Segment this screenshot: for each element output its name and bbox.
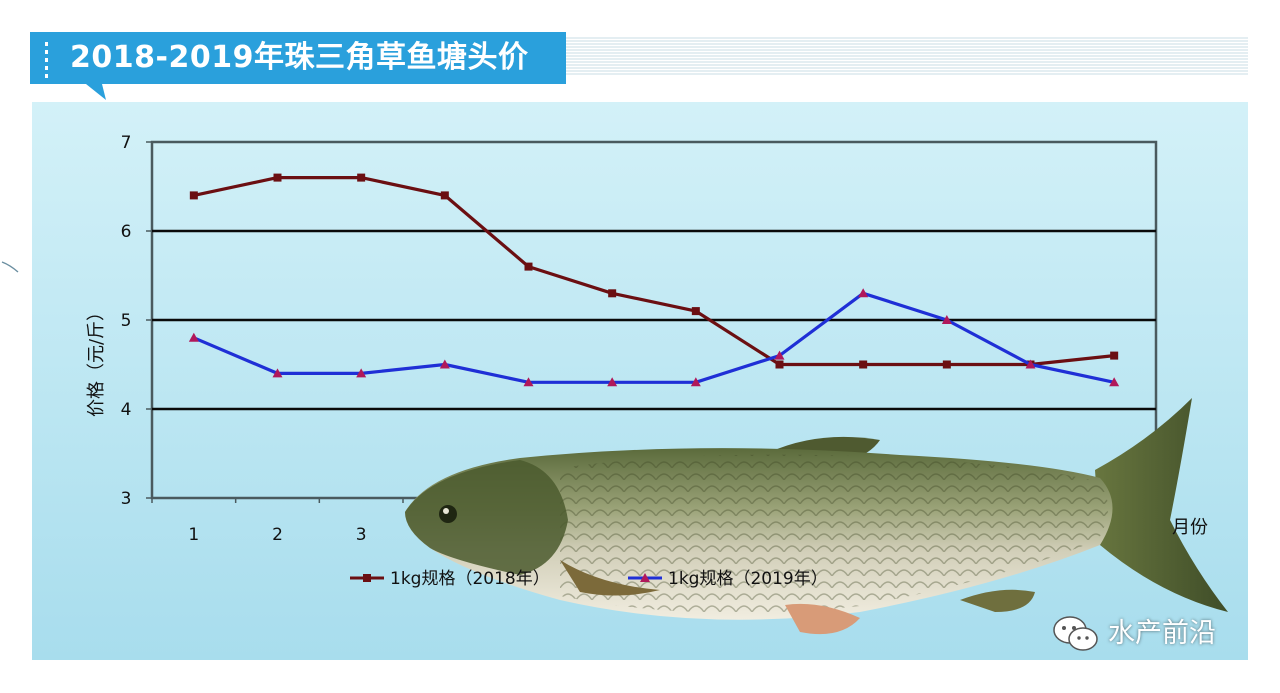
series-layer — [188, 173, 1120, 387]
x-tick-label: 3 — [356, 525, 367, 545]
legend-marker — [363, 574, 371, 582]
watermark-text: 水产前沿 — [1108, 618, 1216, 649]
watermark: 水产前沿 — [1052, 612, 1216, 656]
data-point — [690, 377, 701, 387]
fish-tail — [1095, 398, 1228, 612]
chart-title: 2018-2019年珠三角草鱼塘头价 — [70, 40, 529, 75]
data-point — [439, 359, 450, 369]
legend-label: 1kg规格（2019年） — [668, 569, 828, 589]
fish-scales — [560, 454, 1108, 614]
y-tick-label: 5 — [121, 311, 132, 331]
fish-anal-fin — [960, 589, 1035, 612]
x-tick-label: 1 — [188, 525, 199, 545]
data-point — [189, 191, 198, 200]
decorative-stroke — [1, 261, 19, 273]
data-point — [774, 350, 785, 360]
data-point — [1110, 351, 1119, 360]
y-tick-label: 4 — [121, 400, 132, 420]
data-point — [608, 289, 617, 298]
y-tick-label: 7 — [121, 133, 132, 153]
title-bar — [30, 32, 566, 100]
fish-pectoral-fin — [560, 560, 660, 596]
data-point — [524, 262, 533, 271]
data-point — [356, 368, 367, 378]
data-point — [942, 360, 951, 369]
data-point — [775, 360, 784, 369]
title-dots — [45, 42, 48, 78]
gridlines — [152, 229, 1156, 411]
x-tick-label: 2 — [272, 525, 283, 545]
y-tick-label: 6 — [121, 222, 132, 242]
title-stripes — [560, 37, 1248, 75]
fish-head — [405, 460, 568, 575]
data-point — [607, 377, 618, 387]
legend-marker — [640, 573, 650, 582]
legend: 1kg规格（2018年） 1kg规格（2019年） — [350, 569, 828, 589]
x-axis-label: 月份 — [1172, 517, 1208, 538]
y-axis-label: 价格（元/斤） — [86, 303, 107, 417]
data-point — [859, 360, 868, 369]
y-tick-labels: 3 4 5 6 7 — [121, 133, 152, 509]
legend-label: 1kg规格（2018年） — [390, 569, 550, 589]
data-point — [691, 307, 700, 316]
fish-pelvic-fin — [785, 603, 860, 635]
data-point — [858, 288, 869, 298]
data-point — [440, 191, 449, 200]
data-point — [357, 173, 366, 182]
data-point — [272, 368, 283, 378]
header-decoration — [30, 32, 1248, 100]
wechat-icon — [1053, 616, 1098, 651]
y-tick-label: 3 — [121, 489, 132, 509]
series-line-1 — [193, 176, 1115, 367]
data-point — [273, 173, 282, 182]
data-point — [1025, 359, 1036, 369]
fish-eye — [439, 505, 457, 523]
grass-carp-illustration — [405, 398, 1228, 635]
data-point — [523, 377, 534, 387]
data-point — [941, 315, 952, 324]
data-point — [188, 332, 199, 342]
series-line-2 — [193, 291, 1115, 384]
data-point — [1109, 377, 1120, 387]
